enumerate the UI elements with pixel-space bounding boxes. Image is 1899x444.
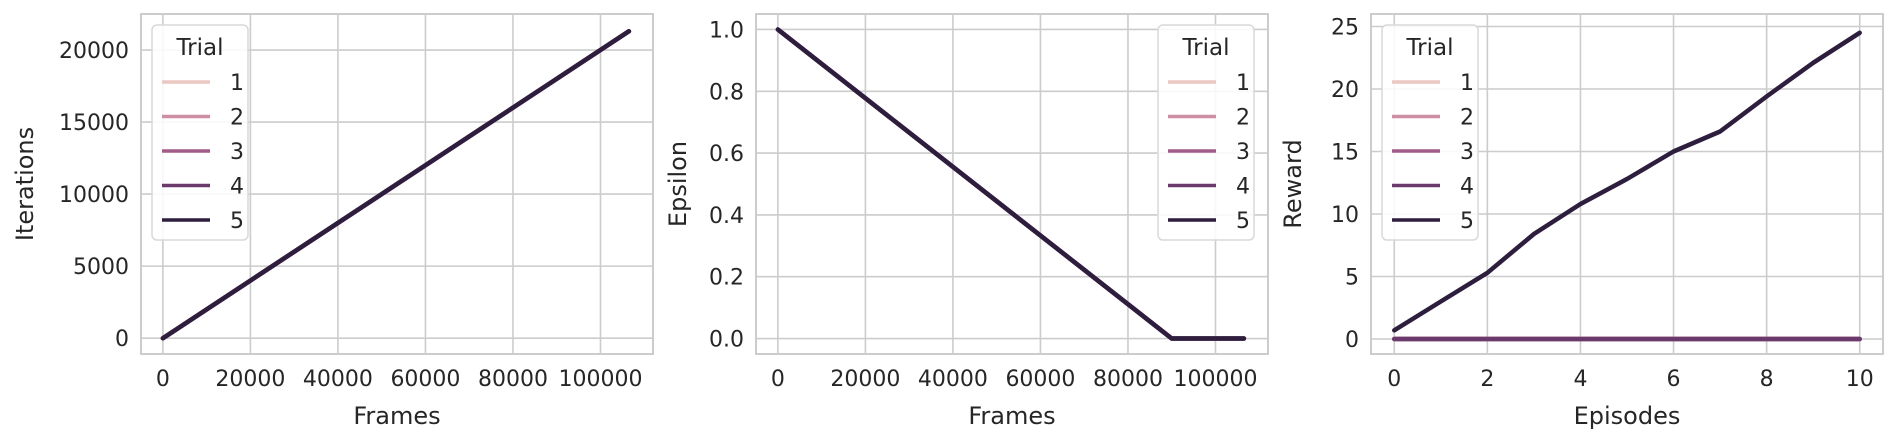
x-tick-label: 80000: [478, 367, 548, 392]
x-tick-label: 0: [771, 367, 785, 392]
legend-label-trial-5: 5: [1236, 209, 1250, 234]
plot-frame: [755, 13, 1269, 355]
y-tick-label: 0.0: [709, 328, 744, 353]
legend-label-trial-4: 4: [1236, 175, 1250, 200]
x-axis-label: Episodes: [1574, 402, 1681, 430]
legend-label-trial-3: 3: [1460, 140, 1474, 165]
x-tick-label: 40000: [918, 367, 988, 392]
plot-frame: [1370, 13, 1884, 355]
y-tick-label: 1.0: [709, 18, 744, 43]
x-tick-label: 20000: [830, 367, 900, 392]
y-tick-label: 0.6: [709, 142, 744, 167]
x-tick-label: 0: [156, 367, 170, 392]
legend-label-trial-1: 1: [1460, 71, 1474, 96]
y-tick-label: 15000: [59, 111, 129, 136]
x-tick-label: 10: [1846, 367, 1874, 392]
legend-label-trial-3: 3: [230, 140, 244, 165]
legend-label-trial-2: 2: [1236, 106, 1250, 131]
legend-label-trial-5: 5: [1460, 209, 1474, 234]
legend-label-trial-1: 1: [1236, 71, 1250, 96]
series-line-trial-5: [775, 27, 1247, 341]
x-tick-label: 2: [1480, 367, 1494, 392]
legend-label-trial-4: 4: [1460, 175, 1474, 200]
y-tick-label: 25: [1331, 16, 1359, 41]
x-tick-label: 40000: [303, 367, 373, 392]
x-axis-label: Frames: [968, 402, 1055, 430]
y-tick-label: 5: [1345, 266, 1359, 291]
legend-label-trial-2: 2: [1460, 106, 1474, 131]
x-tick-label: 0: [1387, 367, 1401, 392]
legend-label-trial-4: 4: [230, 175, 244, 200]
y-tick-label: 15: [1331, 141, 1359, 166]
legend-label-trial-3: 3: [1236, 140, 1250, 165]
legend-title: Trial: [1182, 35, 1230, 61]
y-axis-label: Epsilon: [664, 141, 692, 227]
x-tick-label: 4: [1573, 367, 1587, 392]
plot-frame: [140, 13, 654, 355]
y-tick-label: 20000: [59, 39, 129, 64]
y-tick-label: 10: [1331, 203, 1359, 228]
chart-panel-1: 0 20000 40000 60000 80000 100000 0 5000 10000 150…: [11, 13, 654, 430]
x-tick-label: 60000: [390, 367, 460, 392]
y-tick-label: 0.8: [709, 80, 744, 105]
legend-title: Trial: [176, 35, 224, 61]
y-tick-label: 0.2: [709, 266, 744, 291]
x-tick-label: 8: [1760, 367, 1774, 392]
x-axis-label: Frames: [353, 402, 440, 430]
legend-label-trial-1: 1: [230, 71, 244, 96]
y-tick-label: 0: [115, 327, 129, 352]
legend-label-trial-2: 2: [230, 106, 244, 131]
y-tick-label: 5000: [73, 255, 129, 280]
y-tick-label: 0.4: [709, 204, 744, 229]
y-tick-label: 0: [1345, 328, 1359, 353]
chart-panel-2: 0 20000 40000 60000 80000 100000 0.0 0.2 0.4 0.6 0…: [664, 13, 1269, 430]
y-axis-label: Reward: [1279, 139, 1307, 228]
x-tick-label: 60000: [1005, 367, 1075, 392]
x-tick-label: 100000: [558, 367, 642, 392]
series-line-trial-5: [160, 29, 632, 341]
x-tick-label: 80000: [1093, 367, 1163, 392]
y-tick-label: 20: [1331, 78, 1359, 103]
x-tick-label: 100000: [1173, 367, 1257, 392]
x-tick-label: 6: [1667, 367, 1681, 392]
legend-title: Trial: [1406, 35, 1454, 61]
legend-label-trial-5: 5: [230, 209, 244, 234]
series-line-trial-5: [1392, 30, 1862, 333]
x-tick-label: 20000: [215, 367, 285, 392]
y-axis-label: Iterations: [11, 127, 39, 241]
y-tick-label: 10000: [59, 183, 129, 208]
